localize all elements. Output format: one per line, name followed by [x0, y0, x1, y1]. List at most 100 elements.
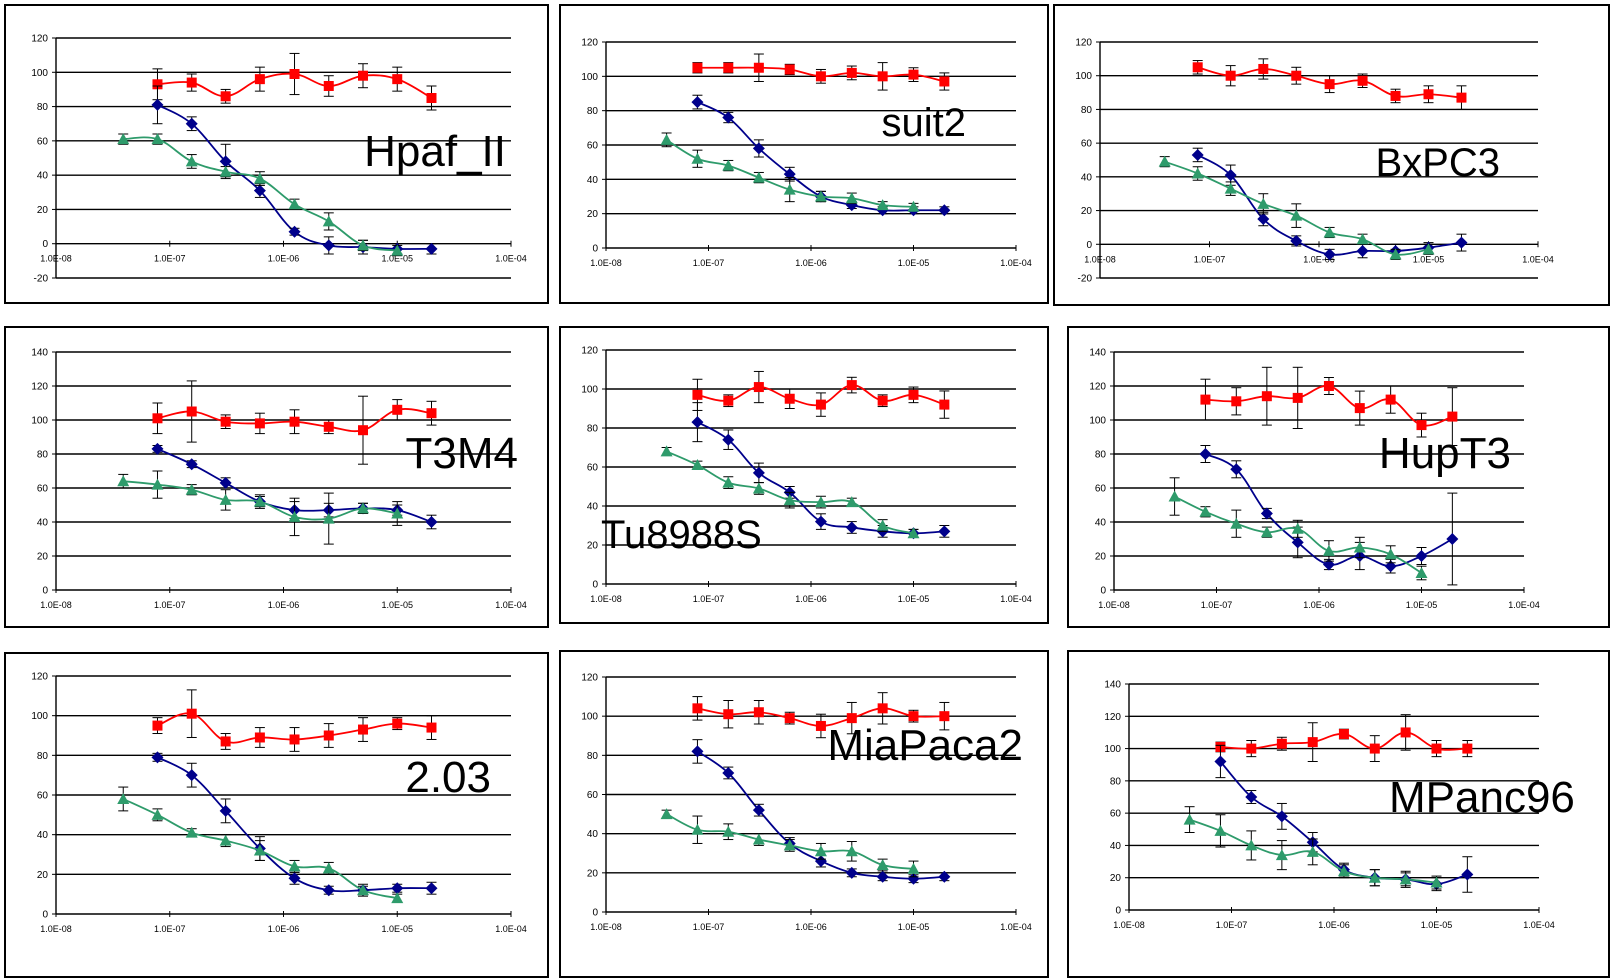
point-diamond	[219, 155, 232, 168]
point-square	[1369, 743, 1380, 754]
point-square	[1291, 70, 1302, 81]
point-square	[1276, 738, 1287, 749]
point-square	[1231, 396, 1242, 407]
cell-line-label-mpanc96: MPanc96	[1389, 773, 1575, 822]
point-square	[1192, 62, 1203, 73]
x-tick-label: 1.0E-07	[154, 600, 186, 610]
y-tick-label: 40	[587, 502, 599, 513]
y-tick-label: 120	[31, 382, 48, 393]
point-triangle	[1291, 522, 1304, 534]
y-tick-label: 60	[587, 463, 599, 474]
point-diamond	[185, 769, 198, 782]
x-tick-label: 1.0E-05	[1421, 920, 1453, 930]
point-triangle	[783, 494, 796, 506]
y-tick-label: 140	[1104, 680, 1121, 691]
point-triangle	[907, 200, 920, 212]
series-square	[152, 689, 437, 752]
series-square	[692, 692, 950, 739]
cell-line-label-hupt3: HupT3	[1379, 429, 1511, 478]
point-triangle	[322, 512, 335, 524]
series-square	[692, 370, 950, 419]
point-triangle	[1337, 865, 1350, 877]
point-diamond	[814, 855, 827, 868]
point-square	[358, 425, 369, 436]
x-tick-label: 1.0E-04	[1000, 594, 1032, 604]
y-tick-label: 120	[31, 34, 48, 45]
x-tick-label: 1.0E-04	[1000, 922, 1032, 932]
point-diamond	[1245, 791, 1258, 803]
panel-miapaca2: 0 20 40 60 80 100 120 1.0E-08 1.0E-07 1.0E-06 1.0E…	[559, 650, 1049, 978]
series-triangle	[117, 470, 404, 545]
point-square	[1200, 394, 1211, 405]
point-diamond	[253, 184, 266, 197]
cell-line-label-suit2: suit2	[882, 101, 967, 145]
point-square	[1323, 381, 1334, 391]
point-square	[1400, 727, 1411, 738]
x-tick-label: 1.0E-07	[693, 594, 725, 604]
point-triangle	[117, 475, 130, 487]
x-tick-label: 1.0E-05	[381, 254, 413, 264]
point-triangle	[876, 199, 889, 211]
point-triangle	[253, 495, 266, 507]
point-square	[815, 71, 826, 82]
x-tick-label: 1.0E-08	[1113, 920, 1145, 930]
cell-line-label-hpaf-ii: Hpaf_II	[364, 127, 506, 176]
point-diamond	[1322, 558, 1335, 571]
y-tick-label: 140	[1089, 348, 1106, 359]
point-square	[254, 418, 265, 429]
point-triangle	[814, 845, 827, 857]
point-square	[784, 64, 795, 75]
point-triangle	[253, 172, 266, 184]
point-diamond	[1446, 533, 1459, 545]
x-tick-label: 1.0E-07	[1216, 920, 1248, 930]
x-tick-label: 1.0E-08	[40, 924, 72, 934]
point-triangle	[660, 445, 673, 457]
point-triangle	[1389, 248, 1402, 260]
y-tick-label: 120	[581, 346, 598, 357]
point-diamond	[219, 804, 232, 817]
point-triangle	[876, 519, 889, 531]
point-square	[289, 69, 300, 79]
point-triangle	[660, 808, 673, 820]
point-square	[220, 416, 231, 427]
point-triangle	[1306, 845, 1319, 857]
point-diamond	[722, 111, 735, 124]
y-tick-label: 100	[581, 385, 598, 396]
chart-suit2: 0 20 40 60 80 100 120 1.0E-08 1.0E-07 1.0E-06 1.0E…	[581, 38, 1031, 269]
series-square	[692, 53, 950, 91]
panel-2-03: 0 20 40 60 80 100 120 1.0E-08 1.0E-07 1.0E-06 1.0E…	[4, 652, 549, 978]
y-tick-label: 20	[1095, 552, 1107, 563]
point-square	[1456, 92, 1467, 103]
y-tick-label: 60	[37, 484, 49, 495]
y-tick-label: 120	[1104, 712, 1121, 723]
chart-mpanc96: 0 20 40 60 80 100 120 140 1.0E-08 1.0E-07 1.0E-06 1…	[1104, 680, 1575, 931]
point-diamond	[151, 442, 164, 455]
point-triangle	[691, 459, 704, 471]
point-square	[939, 399, 950, 410]
x-tick-label: 1.0E-04	[1522, 254, 1554, 264]
point-triangle	[357, 502, 370, 514]
point-square	[220, 736, 231, 747]
y-tick-label: 100	[31, 416, 48, 427]
y-tick-label: 40	[587, 829, 599, 840]
point-triangle	[322, 862, 335, 874]
x-tick-label: 1.0E-06	[795, 594, 827, 604]
x-tick-label: 1.0E-05	[898, 922, 930, 932]
y-tick-label: -20	[1078, 274, 1093, 285]
point-diamond	[322, 239, 335, 252]
point-triangle	[151, 478, 164, 490]
point-triangle	[814, 496, 827, 508]
point-diamond	[752, 142, 765, 155]
panel-suit2: 0 20 40 60 80 100 120 1.0E-08 1.0E-07 1.0E-06 1.0E…	[559, 4, 1049, 304]
series-triangle	[660, 445, 920, 539]
point-triangle	[722, 159, 735, 171]
point-triangle	[1290, 209, 1303, 221]
point-square	[723, 395, 734, 406]
series-square	[1192, 58, 1467, 110]
point-diamond	[322, 884, 335, 897]
x-tick-label: 1.0E-06	[1303, 254, 1335, 264]
point-triangle	[1356, 233, 1369, 245]
y-tick-label: 100	[31, 711, 48, 722]
y-tick-label: 140	[31, 348, 48, 359]
point-square	[152, 413, 163, 424]
